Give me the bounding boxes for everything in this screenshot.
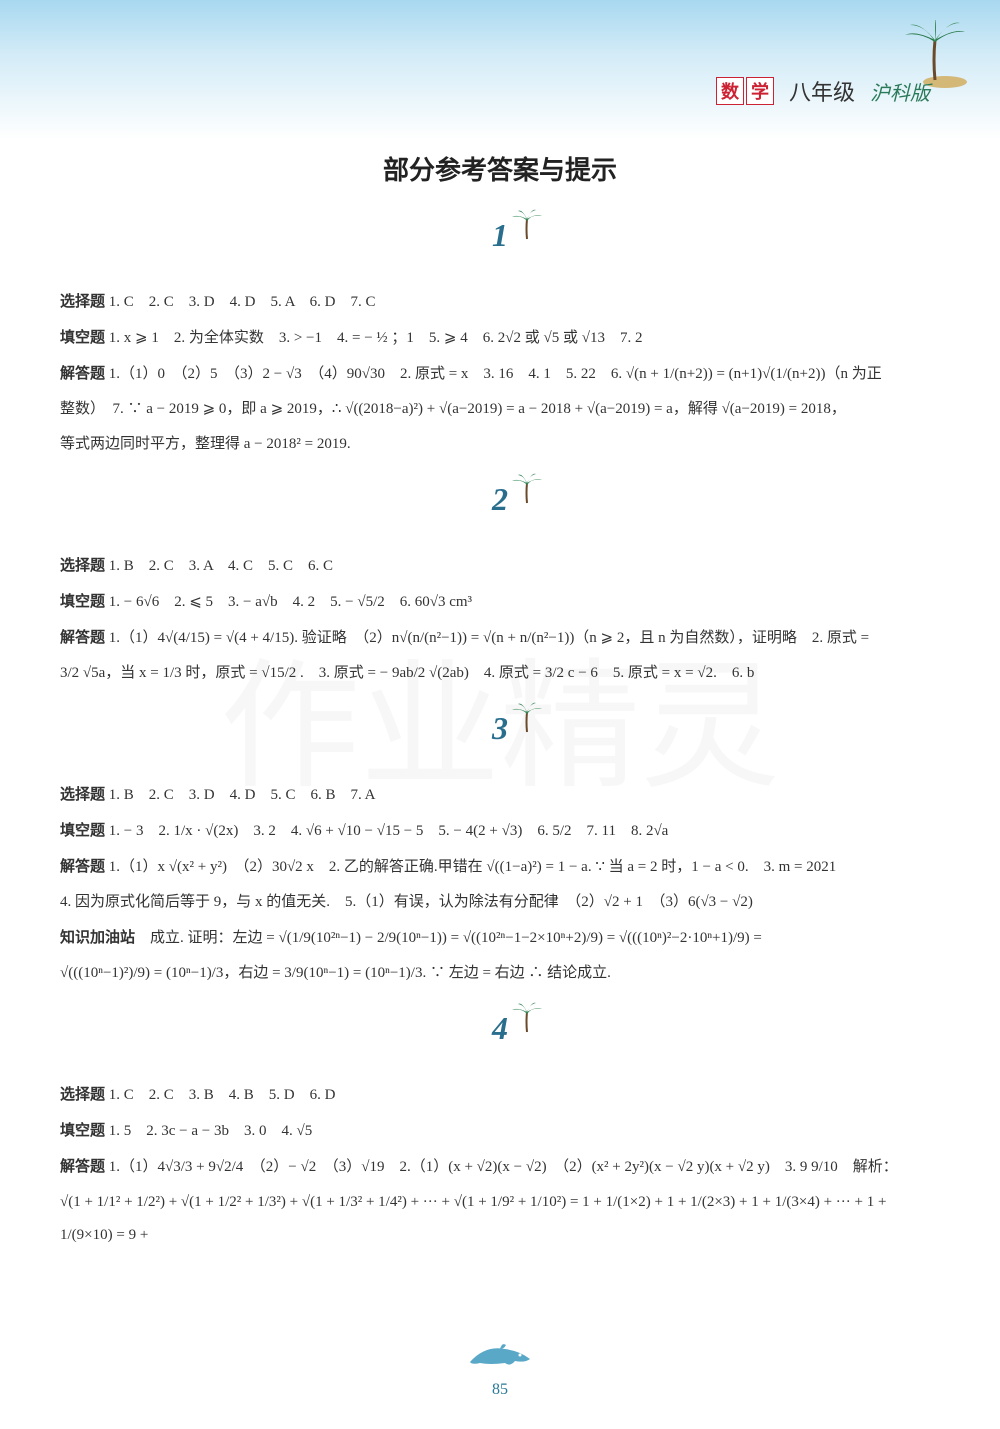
jieda-label: 解答题 xyxy=(60,629,105,646)
ch1-tiankong: 填空题 1. x ⩾ 1 2. 为全体实数 3. > −1 4. = − ½ ；… xyxy=(60,321,940,355)
xuanze-answers: 1. B 2. C 3. A 4. C 5. C 6. C xyxy=(109,558,333,574)
tiankong-answers: 1. x ⩾ 1 2. 为全体实数 3. > −1 4. = − ½ ；1 5.… xyxy=(109,330,643,346)
ch2-tiankong: 填空题 1. − 6√6 2. ⩽ 5 3. − a√b 4. 2 5. − √… xyxy=(60,585,940,619)
tiankong-label: 填空题 xyxy=(60,329,105,346)
chapter-number: 2 xyxy=(492,481,508,517)
subject-char-1: 数 xyxy=(716,77,744,105)
ch1-jieda-2: 整数） 7. ∵ a − 2019 ⩾ 0，即 a ⩾ 2019，∴ √((20… xyxy=(60,393,940,426)
ch3-jieda-1: 解答题 1.（1）x √(x² + y²) （2）30√2 x 2. 乙的解答正… xyxy=(60,850,940,884)
tiankong-label: 填空题 xyxy=(60,1122,105,1139)
jieda-label: 解答题 xyxy=(60,365,105,382)
chapter-badge-1: 1 xyxy=(60,217,940,267)
header-info: 数 学 八年级 沪科版 xyxy=(716,75,930,107)
jieda-text: 1.（1）0 （2）5 （3）2 − √3 （4）90√30 2. 原式 = x… xyxy=(109,366,882,382)
ch3-xuanze: 选择题 1. B 2. C 3. D 4. D 5. C 6. B 7. A xyxy=(60,778,940,812)
xuanze-label: 选择题 xyxy=(60,1086,105,1103)
subject-char-2: 学 xyxy=(746,77,774,105)
jieda-text: 1.（1）4√3/3 + 9√2/4 （2）− √2 （3）√19 2.（1）(… xyxy=(109,1159,898,1175)
ch3-zhishi-2: √(((10ⁿ−1)²)/9) = (10ⁿ−1)/3，右边 = 3/9(10ⁿ… xyxy=(60,957,940,990)
chapter-badge-3: 3 xyxy=(60,710,940,760)
tiankong-label: 填空题 xyxy=(60,593,105,610)
ch3-tiankong: 填空题 1. − 3 2. 1/x · √(2x) 3. 2 4. √6 + √… xyxy=(60,814,940,848)
footer: 85 xyxy=(460,1337,540,1399)
jieda-label: 解答题 xyxy=(60,858,105,875)
ch4-jieda-1: 解答题 1.（1）4√3/3 + 9√2/4 （2）− √2 （3）√19 2.… xyxy=(60,1150,940,1184)
chapter-number: 4 xyxy=(492,1010,508,1046)
zhishi-text: 成立. 证明：左边 = √(1/9(10²ⁿ−1) − 2/9(10ⁿ−1)) … xyxy=(150,930,762,946)
subject-badge: 数 学 xyxy=(716,77,774,105)
tiankong-answers: 1. − 6√6 2. ⩽ 5 3. − a√b 4. 2 5. − √5/2 … xyxy=(109,594,472,610)
jieda-text: 1.（1）x √(x² + y²) （2）30√2 x 2. 乙的解答正确.甲错… xyxy=(109,859,836,875)
xuanze-answers: 1. B 2. C 3. D 4. D 5. C 6. B 7. A xyxy=(109,787,376,803)
xuanze-label: 选择题 xyxy=(60,557,105,574)
zhishi-label: 知识加油站 xyxy=(60,929,135,946)
jieda-label: 解答题 xyxy=(60,1158,105,1175)
chapter-number: 3 xyxy=(492,710,508,746)
jieda-text: 1.（1）4√(4/15) = √(4 + 4/15). 验证略 （2）n√(n… xyxy=(109,630,869,646)
ch4-tiankong: 填空题 1. 5 2. 3c − a − 3b 3. 0 4. √5 xyxy=(60,1114,940,1148)
xuanze-label: 选择题 xyxy=(60,786,105,803)
xuanze-answers: 1. C 2. C 3. B 4. B 5. D 6. D xyxy=(109,1087,336,1103)
ch2-jieda-2: 3/2 √5a，当 x = 1/3 时，原式 = √15/2 . 3. 原式 =… xyxy=(60,657,940,690)
ch4-jieda-2: √(1 + 1/1² + 1/2²) + √(1 + 1/2² + 1/3²) … xyxy=(60,1186,940,1252)
ch3-jieda-2: 4. 因为原式化简后等于 9，与 x 的值无关. 5.（1）有误，认为除法有分配… xyxy=(60,886,940,919)
ch4-xuanze: 选择题 1. C 2. C 3. B 4. B 5. D 6. D xyxy=(60,1078,940,1112)
ch2-xuanze: 选择题 1. B 2. C 3. A 4. C 5. C 6. C xyxy=(60,549,940,583)
tiankong-label: 填空题 xyxy=(60,822,105,839)
page-number: 85 xyxy=(460,1381,540,1399)
grade-label: 八年级 xyxy=(789,75,855,107)
chapter-number: 1 xyxy=(492,217,508,253)
tiankong-answers: 1. 5 2. 3c − a − 3b 3. 0 4. √5 xyxy=(109,1123,312,1139)
version-label: 沪科版 xyxy=(870,77,930,106)
ch1-jieda-1: 解答题 1.（1）0 （2）5 （3）2 − √3 （4）90√30 2. 原式… xyxy=(60,357,940,391)
ch1-jieda-3: 等式两边同时平方，整理得 a − 2018² = 2019. xyxy=(60,428,940,461)
main-title: 部分参考答案与提示 xyxy=(60,150,940,187)
xuanze-label: 选择题 xyxy=(60,293,105,310)
ch3-zhishi-1: 知识加油站 成立. 证明：左边 = √(1/9(10²ⁿ−1) − 2/9(10… xyxy=(60,921,940,955)
main-content: 部分参考答案与提示 1 选择题 1. C 2. C 3. D 4. D 5. A… xyxy=(0,0,1000,1294)
chapter-badge-4: 4 xyxy=(60,1010,940,1060)
xuanze-answers: 1. C 2. C 3. D 4. D 5. A 6. D 7. C xyxy=(109,294,376,310)
tiankong-answers: 1. − 3 2. 1/x · √(2x) 3. 2 4. √6 + √10 −… xyxy=(109,823,669,839)
ch1-xuanze: 选择题 1. C 2. C 3. D 4. D 5. A 6. D 7. C xyxy=(60,285,940,319)
chapter-badge-2: 2 xyxy=(60,481,940,531)
ch2-jieda-1: 解答题 1.（1）4√(4/15) = √(4 + 4/15). 验证略 （2）… xyxy=(60,621,940,655)
dolphin-icon xyxy=(460,1337,540,1372)
